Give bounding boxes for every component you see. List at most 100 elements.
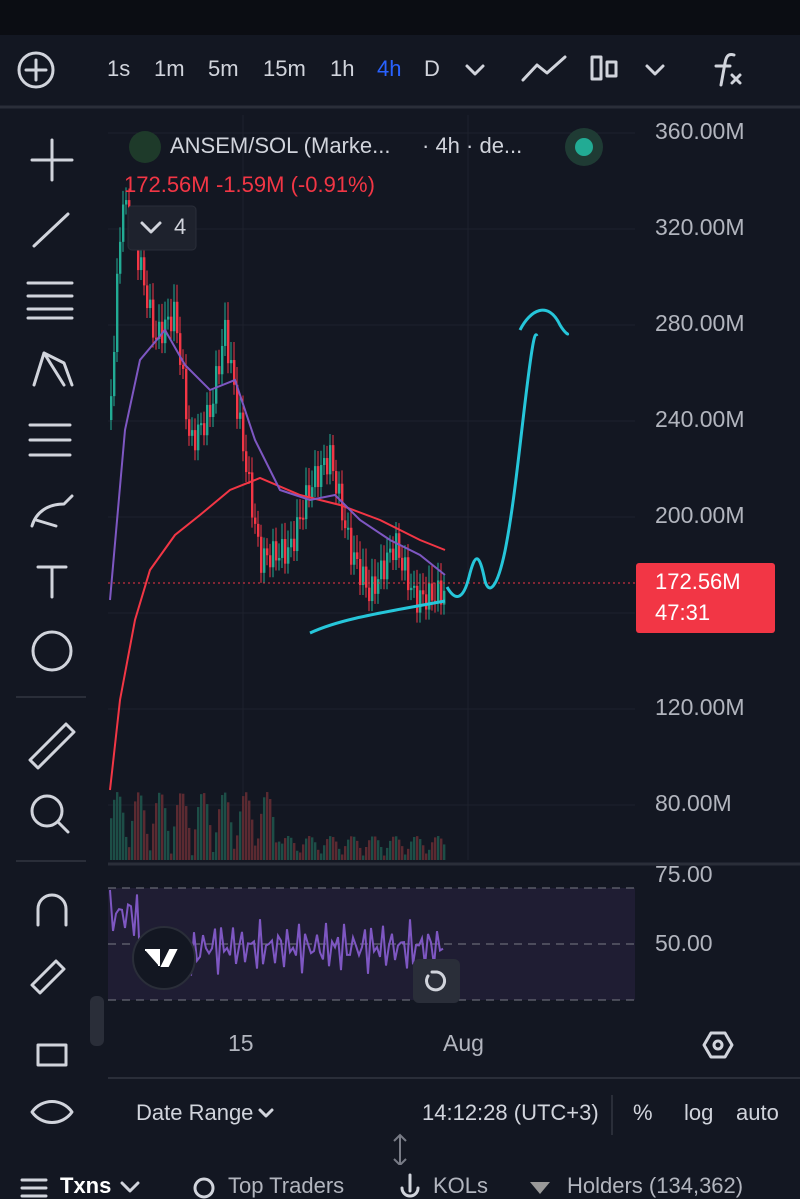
tab[interactable]: Top Traders: [228, 1173, 344, 1198]
crosshair[interactable]: [30, 138, 74, 182]
tab[interactable]: Txns: [60, 1173, 111, 1198]
candle: [392, 548, 395, 561]
forecast-tool[interactable]: [28, 423, 72, 457]
timeframe[interactable]: D: [424, 56, 440, 81]
time-label: Aug: [443, 1030, 484, 1056]
volume: [443, 844, 446, 860]
chevron: [140, 221, 162, 234]
magnet[interactable]: [36, 893, 68, 927]
drawing: [309, 599, 446, 635]
candle: [350, 527, 353, 565]
volume: [311, 837, 314, 860]
candle: [419, 590, 422, 613]
candle: [236, 384, 239, 419]
candle-icon[interactable]: [590, 55, 618, 81]
log[interactable]: log: [684, 1100, 713, 1125]
ruler[interactable]: [28, 722, 76, 770]
brush-tool[interactable]: [30, 494, 74, 528]
volume: [344, 846, 347, 860]
timeframe[interactable]: 5m: [208, 56, 239, 81]
volume: [254, 845, 257, 860]
price-label: 120.00M: [655, 694, 745, 720]
volume: [386, 847, 389, 860]
tab[interactable]: KOLs: [433, 1173, 488, 1198]
chart-type[interactable]: [521, 55, 567, 82]
timeframe[interactable]: 4h: [377, 56, 401, 81]
volume: [320, 853, 323, 860]
timeframe[interactable]: 1h: [330, 56, 354, 81]
settings[interactable]: [702, 1031, 734, 1059]
candle: [293, 538, 296, 552]
volume: [305, 838, 308, 860]
candle: [185, 368, 188, 420]
auto[interactable]: auto: [736, 1100, 779, 1125]
candle: [143, 257, 146, 286]
volume: [377, 840, 380, 860]
volume: [407, 848, 410, 860]
dropdown[interactable]: [465, 64, 485, 76]
date-range[interactable]: Date Range: [136, 1100, 253, 1125]
candle: [323, 458, 326, 466]
volume: [215, 832, 218, 860]
indicators-icon[interactable]: [714, 53, 742, 87]
visibility[interactable]: [30, 1100, 74, 1124]
candle: [257, 523, 260, 537]
volume: [224, 792, 227, 860]
lock[interactable]: [36, 1043, 68, 1067]
candle: [188, 419, 191, 436]
price-badge: [636, 563, 775, 633]
reset[interactable]: [413, 959, 460, 1003]
volume: [278, 841, 281, 860]
volume: [152, 823, 155, 860]
text-tool[interactable]: [36, 565, 68, 599]
timeframe[interactable]: 1s: [107, 56, 130, 81]
candle: [380, 560, 383, 580]
candle: [386, 552, 389, 580]
volume: [404, 854, 407, 860]
pattern-tool[interactable]: [32, 351, 74, 387]
add-icon[interactable]: [17, 51, 55, 89]
volume: [170, 853, 173, 860]
candle: [416, 585, 419, 613]
volume: [335, 841, 338, 860]
timeframe[interactable]: 1m: [154, 56, 185, 81]
volume: [176, 805, 179, 860]
zoom[interactable]: [30, 794, 64, 828]
candle: [227, 319, 230, 364]
candle: [443, 590, 446, 605]
timeframe[interactable]: 15m: [263, 56, 306, 81]
indicators-toggle[interactable]: [127, 205, 197, 251]
volume: [413, 837, 416, 860]
volume: [410, 841, 413, 860]
candle: [173, 301, 176, 332]
lock-drawings[interactable]: [30, 959, 66, 995]
volume: [434, 837, 437, 860]
volume: [188, 827, 191, 860]
volume: [128, 847, 131, 860]
candle: [329, 445, 332, 475]
volume: [239, 811, 242, 860]
candle: [221, 345, 224, 375]
tv-logo[interactable]: [132, 926, 196, 990]
fib-tool[interactable]: [26, 281, 74, 320]
percent[interactable]: %: [633, 1100, 653, 1125]
emoji-tool[interactable]: [31, 630, 73, 672]
collapse[interactable]: [90, 996, 104, 1046]
candle: [431, 583, 434, 601]
candle: [203, 423, 206, 436]
tab[interactable]: Holders (134,362): [567, 1173, 743, 1198]
volume: [350, 836, 353, 860]
trend-tool[interactable]: [32, 212, 70, 248]
candle: [149, 299, 152, 309]
candle: [359, 558, 362, 586]
candles: [110, 187, 446, 860]
ma-slow: [109, 476, 446, 791]
volume: [416, 836, 419, 860]
candle: [116, 273, 119, 352]
dropdown[interactable]: [645, 64, 665, 76]
volume: [233, 848, 236, 860]
candle: [119, 241, 122, 274]
volume: [122, 812, 125, 860]
volume: [227, 802, 230, 860]
candle: [383, 560, 386, 580]
